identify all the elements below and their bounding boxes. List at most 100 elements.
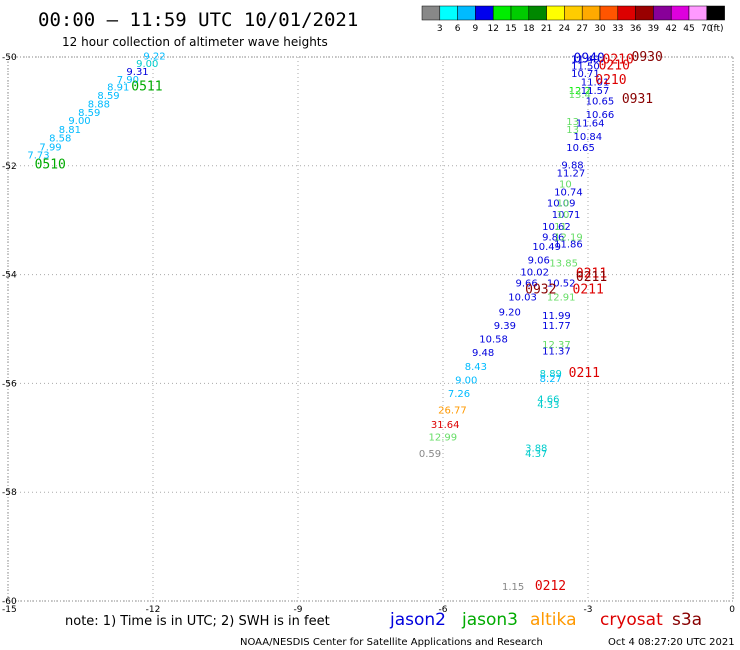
color-scale-legend: 3 6 9 12 15 18 21 24 27 30 33 36 39 42 45 70	[421, 5, 725, 34]
wave-height-label: 3.88	[525, 443, 547, 454]
wave-height-label: 8.43	[465, 362, 487, 373]
wave-height-label: 11.50	[571, 62, 600, 73]
pass-time-label: 0931	[622, 92, 653, 107]
pass-time-label: 0211	[569, 366, 600, 381]
wave-height-label: 11.77	[542, 321, 571, 332]
x-tick-label: -15	[2, 605, 17, 615]
satellite-jason3: jason3	[461, 610, 518, 630]
pass-time-label: 0210	[603, 53, 634, 68]
color-scale-tick: 3	[437, 24, 443, 34]
wave-height-label: 7.73	[27, 151, 49, 162]
wave-height-label: 10.65	[586, 96, 615, 107]
color-scale-swatch	[528, 5, 547, 21]
color-scale-unit: (ft)	[710, 24, 724, 34]
color-scale-tick: 33	[612, 24, 623, 34]
x-tick-label: 0	[729, 605, 735, 615]
color-scale-swatch	[688, 5, 708, 21]
color-scale-tick: 21	[541, 24, 552, 34]
wave-height-label: 10.49	[532, 242, 561, 253]
color-scale-swatch	[706, 5, 725, 21]
wave-height-labels: 9.229.009.317.908.918.598.888.599.008.81…	[27, 52, 614, 593]
wave-height-label: 10.62	[542, 222, 571, 233]
y-tick-label: -52	[2, 162, 17, 172]
wave-height-label: 8.58	[49, 133, 71, 144]
wave-height-label: 31.64	[431, 420, 460, 431]
x-tick-label: -6	[439, 605, 448, 615]
pass-time-label: 0210	[599, 59, 630, 74]
color-scale-swatch	[564, 5, 583, 21]
wave-height-label: 11.27	[557, 169, 586, 180]
color-scale-swatch	[617, 5, 636, 21]
color-scale-tick: 12	[487, 24, 498, 34]
wave-height-label: 11.37	[542, 347, 571, 358]
color-scale-swatch	[599, 5, 619, 21]
wave-height-label: 1.15	[502, 582, 524, 593]
wave-height-label: 10.84	[574, 132, 603, 143]
pass-time-label: 0940	[574, 51, 605, 66]
wave-height-label: 11.57	[581, 86, 610, 97]
chart-title: 00:00 – 11:59 UTC 10/01/2021	[38, 9, 358, 31]
color-scale-tick: 39	[648, 24, 660, 34]
color-scale-tick: 42	[665, 24, 676, 34]
wave-height-label: 4.66	[537, 394, 559, 405]
wave-height-label: 9.39	[494, 321, 516, 332]
x-tick-label: -9	[294, 605, 303, 615]
wave-height-label: 12.37	[542, 340, 571, 351]
wave-height-label: 26.77	[438, 405, 467, 416]
wave-height-label: 10.66	[586, 110, 615, 121]
footer-timestamp: Oct 4 08:27:20 UTC 2021	[608, 637, 735, 648]
pass-time-label: 0510	[35, 158, 66, 173]
x-tick-label: -3	[584, 605, 593, 615]
wave-height-label: 10.71	[552, 210, 581, 221]
wave-height-label: 9.00	[68, 116, 90, 127]
color-scale-tick: 27	[576, 24, 587, 34]
color-scale-swatch	[421, 5, 441, 21]
color-scale-tick: 6	[455, 24, 461, 34]
wave-height-label: 4.37	[525, 449, 547, 460]
y-axis-ticks: -50 -52 -54 -56 -58 -60	[2, 53, 17, 607]
wave-height-label: 11.99	[542, 311, 571, 322]
wave-height-label: 8.89	[540, 369, 562, 380]
color-scale-tick: 9	[473, 24, 479, 34]
pass-time-label: 0212	[535, 579, 566, 594]
color-scale-swatch	[492, 5, 512, 21]
wave-height-label: 9.20	[499, 307, 521, 318]
wave-height-label: 9.86	[542, 232, 564, 243]
wave-height-label: 9.00	[455, 375, 477, 386]
color-scale-tick: 70	[701, 24, 713, 34]
satellite-s3a: s3a	[672, 610, 702, 630]
y-tick-label: -58	[2, 488, 17, 498]
wave-height-label: 13	[566, 125, 579, 136]
pass-time-label: 0211	[573, 283, 604, 298]
satellite-jason2: jason2	[389, 610, 446, 630]
wave-height-label: 12.99	[429, 433, 458, 444]
satellite-legend: jason2 jason3 altika cryosat s3a	[389, 610, 702, 630]
x-axis-ticks: -15 -12 -9 -6 -3 0	[2, 605, 735, 615]
wave-height-label: 0.59	[419, 449, 441, 460]
color-scale-tick: 36	[630, 24, 642, 34]
color-scale-swatch	[546, 5, 565, 21]
wave-height-label: 9.00	[136, 59, 158, 70]
chart-subtitle: 12 hour collection of altimeter wave hei…	[62, 35, 328, 49]
pass-time-label: 0211	[576, 266, 607, 281]
wave-height-label: 10.03	[508, 293, 537, 304]
plot-frame	[7, 56, 734, 602]
color-scale-tick: 18	[523, 24, 535, 34]
wave-height-label: 7.90	[117, 75, 139, 86]
wave-height-label: 10.71	[571, 69, 600, 80]
wave-height-label: 8.59	[97, 91, 119, 102]
wave-height-label: 11.86	[554, 239, 583, 250]
color-scale-swatch	[510, 5, 530, 21]
wave-height-label: 10.65	[566, 143, 595, 154]
wave-height-label: 12.19	[554, 232, 583, 243]
wave-height-label: 8.59	[78, 108, 100, 119]
y-tick-label: -54	[2, 271, 17, 281]
y-tick-label: -56	[2, 379, 17, 389]
pass-time-label: 0930	[632, 50, 663, 65]
wave-height-label: 10.52	[547, 279, 576, 290]
wave-height-label: 7.26	[448, 389, 470, 400]
wave-height-label: 8.81	[59, 125, 81, 136]
wave-height-label: 4.33	[537, 400, 559, 411]
pass-time-label: 0511	[131, 80, 162, 95]
